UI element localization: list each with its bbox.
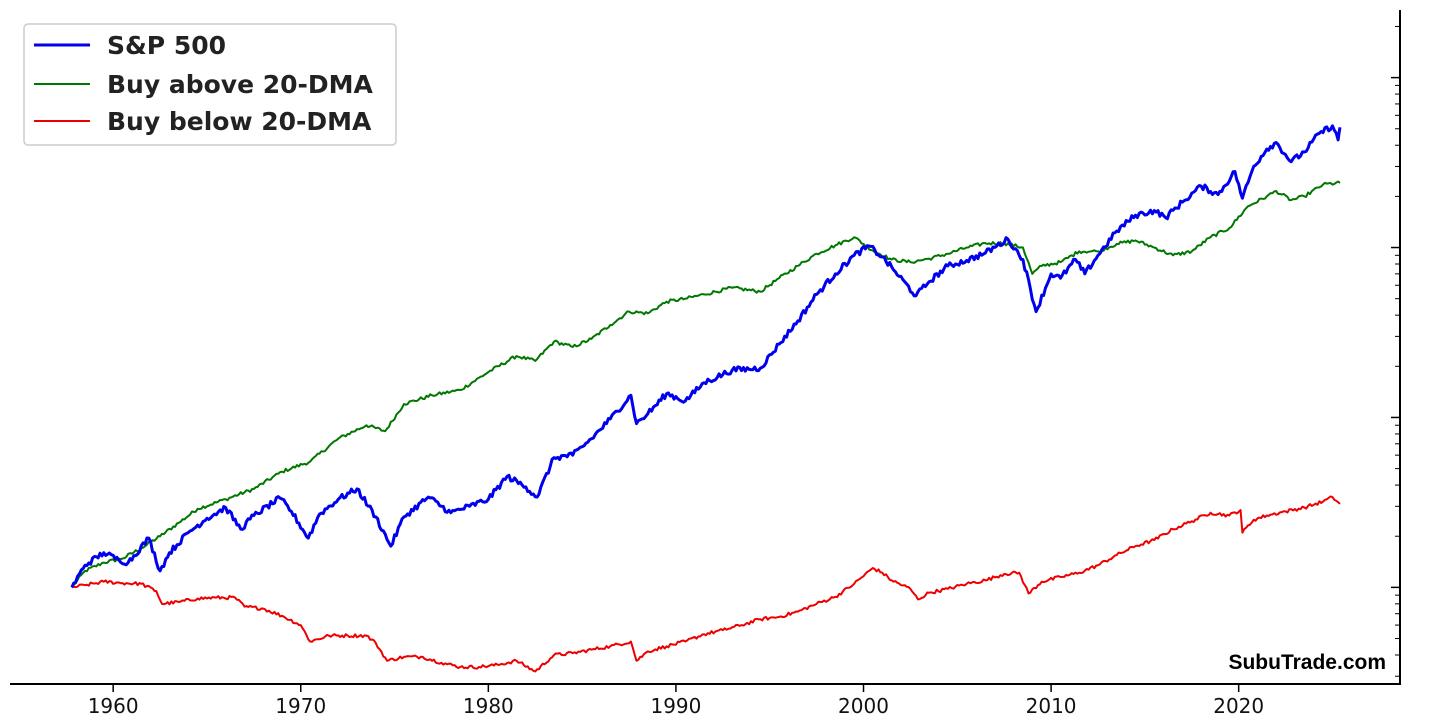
legend-entry-buy-below: Buy below 20-DMA (34, 107, 372, 136)
x-ticks: 1960 1970 1980 1990 2000 2010 2020 (88, 684, 1264, 718)
legend-entry-sp500: S&P 500 (34, 31, 226, 60)
y-ticks (1391, 25, 1400, 677)
legend-entry-buy-above: Buy above 20-DMA (34, 70, 374, 99)
x-tick-label: 1960 (88, 694, 139, 718)
legend-label-buy-below: Buy below 20-DMA (107, 107, 372, 136)
legend-label-buy-above: Buy above 20-DMA (107, 70, 374, 99)
axes-layer (10, 10, 1401, 685)
watermark: SubuTrade.com (1228, 651, 1386, 674)
x-tick-label: 2010 (1026, 694, 1077, 718)
legend-box (23, 23, 397, 146)
x-tick-label: 1970 (275, 694, 326, 718)
x-tick-label: 2000 (838, 694, 889, 718)
series-line-buy-below (71, 495, 1341, 673)
legend: S&P 500 Buy above 20-DMA Buy below 20-DM… (23, 23, 397, 146)
x-tick-label: 1980 (463, 694, 514, 718)
x-tick-label: 1990 (650, 694, 701, 718)
series-layer (70, 124, 1342, 673)
series-line-sp500 (70, 124, 1342, 588)
x-tick-label: 2020 (1213, 694, 1264, 718)
legend-label-sp500: S&P 500 (107, 31, 226, 60)
series-line-buy-above (71, 180, 1341, 588)
